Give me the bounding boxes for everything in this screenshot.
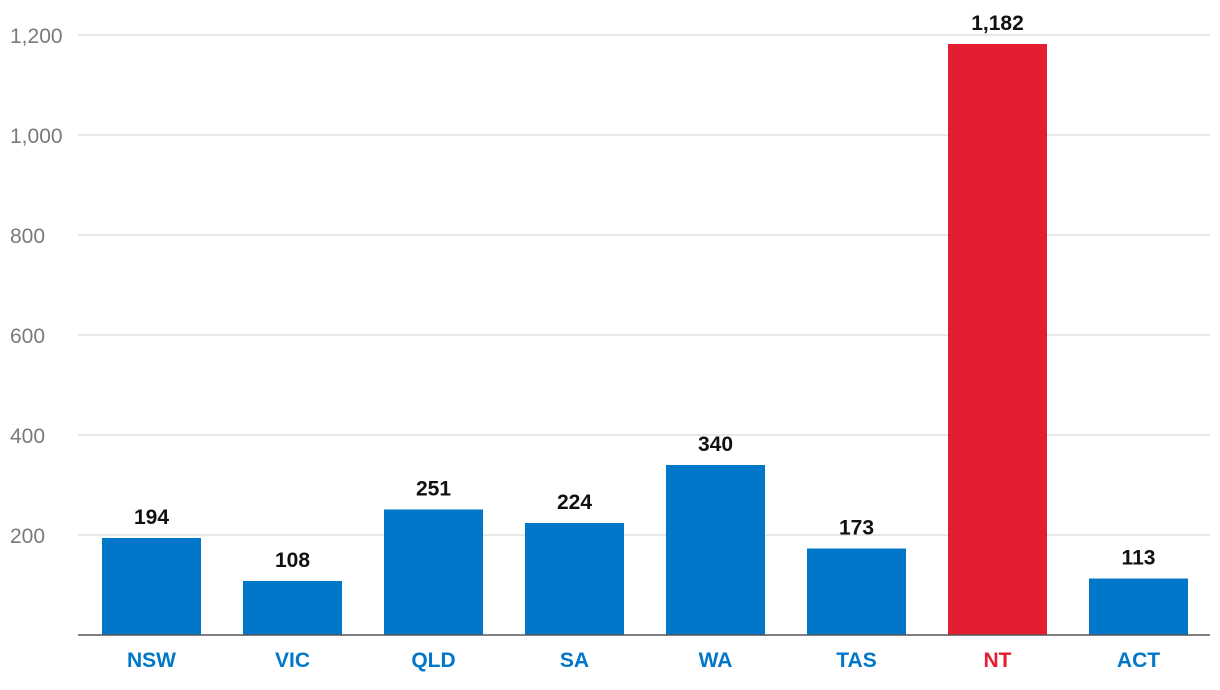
- y-axis-ticks: 200 400 600 800 1,000 1,200: [10, 25, 63, 548]
- y-tick-label: 800: [10, 225, 45, 248]
- bar-act: [1089, 578, 1188, 635]
- category-label-vic: VIC: [275, 649, 310, 672]
- value-label-wa: 340: [698, 433, 733, 456]
- category-label-tas: TAS: [836, 649, 876, 672]
- category-label-nsw: NSW: [127, 649, 176, 672]
- bar-tas: [807, 548, 906, 635]
- value-label-vic: 108: [275, 549, 310, 572]
- value-labels: 194 108 251 224 340 173 1,182 113: [134, 12, 1155, 572]
- value-label-nsw: 194: [134, 506, 169, 529]
- bar-sa: [525, 523, 624, 635]
- bar-vic: [243, 581, 342, 635]
- category-label-wa: WA: [699, 649, 733, 672]
- bar-nsw: [102, 538, 201, 635]
- bar-nt: [948, 44, 1047, 635]
- category-label-qld: QLD: [411, 649, 455, 672]
- y-tick-label: 600: [10, 325, 45, 348]
- y-tick-label: 1,200: [10, 25, 63, 48]
- value-label-act: 113: [1122, 547, 1156, 570]
- y-tick-label: 200: [10, 525, 45, 548]
- category-label-nt: NT: [984, 649, 1012, 672]
- category-label-sa: SA: [560, 649, 589, 672]
- bar-qld: [384, 509, 483, 635]
- value-label-tas: 173: [839, 517, 874, 540]
- bars: [102, 44, 1188, 635]
- value-label-sa: 224: [557, 491, 592, 514]
- y-tick-label: 400: [10, 425, 45, 448]
- value-label-nt: 1,182: [971, 12, 1024, 35]
- value-label-qld: 251: [416, 478, 451, 501]
- bar-wa: [666, 465, 765, 635]
- category-label-act: ACT: [1117, 649, 1160, 672]
- y-tick-label: 1,000: [10, 125, 63, 148]
- category-labels: NSW VIC QLD SA WA TAS NT ACT: [127, 649, 1160, 672]
